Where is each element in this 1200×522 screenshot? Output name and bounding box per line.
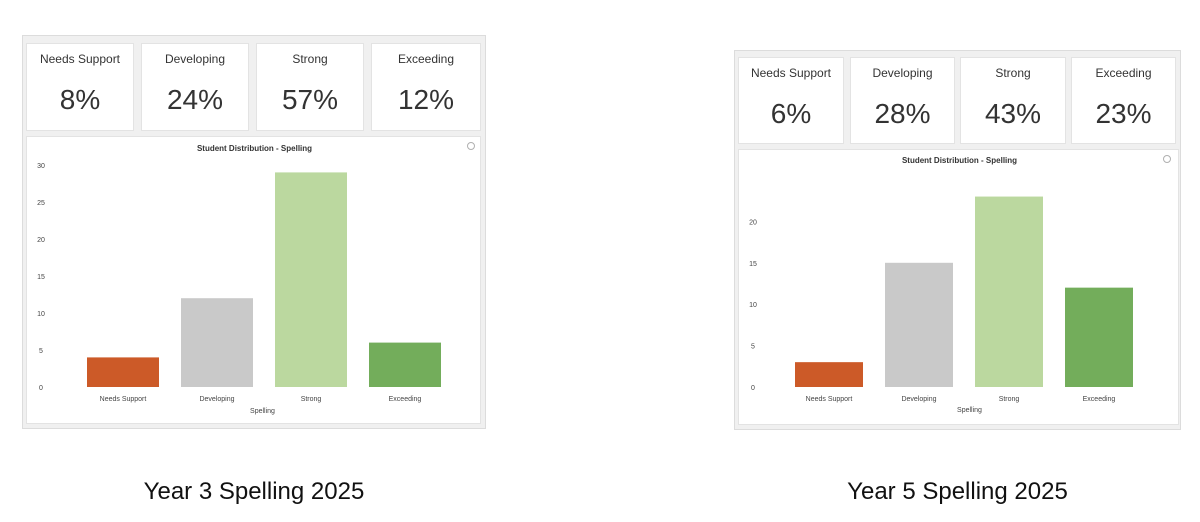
x-tick-label: Developing (901, 396, 936, 403)
caption-year3: Year 3 Spelling 2025 (143, 478, 365, 505)
stat-value: 57% (281, 84, 339, 115)
stat-card-needs-support: Needs Support 8% (26, 43, 134, 131)
y-tick-label: 20 (37, 237, 45, 244)
dashboard-panel-year3: Needs Support 8% Developing 24% Strong 5… (22, 35, 486, 429)
y-tick-label: 15 (37, 274, 45, 281)
bar-needs-support[interactable] (87, 357, 159, 387)
stat-card-strong: Strong 43% (960, 57, 1066, 144)
stat-value: 28% (874, 98, 931, 129)
stat-value: 12% (397, 84, 455, 115)
stat-card-exceeding: Exceeding 23% (1071, 57, 1176, 144)
stat-value: 43% (984, 98, 1042, 129)
bar-chart-panel-year3: Student Distribution - Spelling 0 5 10 15 20 2… (26, 136, 481, 424)
x-tick-label: Strong (301, 396, 322, 403)
bar-exceeding[interactable] (1065, 287, 1133, 387)
stat-label: Developing (872, 66, 933, 80)
x-tick-label: Developing (199, 396, 234, 403)
stat-value: 6% (770, 98, 812, 129)
x-tick-label: Exceeding (1083, 396, 1116, 403)
stat-label: Exceeding (397, 52, 455, 66)
y-tick-label: 25 (37, 200, 45, 207)
stat-label: Needs Support (750, 66, 832, 80)
x-tick-label: Strong (999, 396, 1020, 403)
stat-value: 24% (166, 84, 224, 115)
y-tick-label: 10 (37, 311, 45, 318)
stat-card-developing: Developing 24% (141, 43, 249, 131)
stat-label: Developing (164, 52, 226, 66)
y-tick-label: 5 (39, 348, 43, 355)
x-tick-label: Exceeding (389, 396, 422, 403)
chart-title: Student Distribution - Spelling (902, 156, 1017, 165)
bar-strong[interactable] (275, 172, 347, 387)
chart-title: Student Distribution - Spelling (197, 144, 312, 153)
bar-developing[interactable] (885, 262, 953, 387)
stat-card-exceeding: Exceeding 12% (371, 43, 481, 131)
bar-exceeding[interactable] (369, 342, 441, 387)
stat-label: Strong (995, 66, 1031, 80)
y-tick-label: 15 (749, 261, 757, 268)
x-axis-label: Spelling (250, 408, 275, 415)
stat-card-developing: Developing 28% (850, 57, 955, 144)
bar-strong[interactable] (975, 196, 1043, 387)
y-tick-label: 5 (751, 344, 755, 351)
stat-value: 8% (59, 84, 101, 115)
info-icon[interactable] (467, 142, 475, 150)
stat-card-needs-support: Needs Support 6% (738, 57, 844, 144)
x-axis-label: Spelling (957, 407, 982, 414)
bar-chart: Student Distribution - Spelling 0 5 10 15 20 2… (37, 144, 441, 415)
stat-card-strong: Strong 57% (256, 43, 364, 131)
bar-chart: Student Distribution - Spelling 0 5 10 15 20 N… (749, 156, 1133, 414)
y-tick-label: 20 (749, 219, 757, 226)
stat-label: Strong (292, 52, 328, 66)
stat-value: 23% (1095, 98, 1152, 129)
bar-developing[interactable] (181, 298, 253, 387)
y-tick-label: 10 (749, 302, 757, 309)
stat-label: Needs Support (39, 52, 121, 66)
bar-chart-panel-year5: Student Distribution - Spelling 0 5 10 15 20 N… (738, 149, 1179, 425)
stat-label: Exceeding (1095, 66, 1152, 80)
caption-year5: Year 5 Spelling 2025 (847, 478, 1068, 505)
y-tick-label: 0 (39, 385, 43, 392)
y-tick-label: 0 (751, 385, 755, 392)
dashboard-panel-year5: Needs Support 6% Developing 28% Strong 4… (734, 50, 1181, 430)
info-icon[interactable] (1163, 155, 1171, 163)
bar-needs-support[interactable] (795, 362, 863, 387)
x-tick-label: Needs Support (100, 396, 147, 403)
x-tick-label: Needs Support (806, 396, 853, 403)
y-tick-label: 30 (37, 163, 45, 170)
